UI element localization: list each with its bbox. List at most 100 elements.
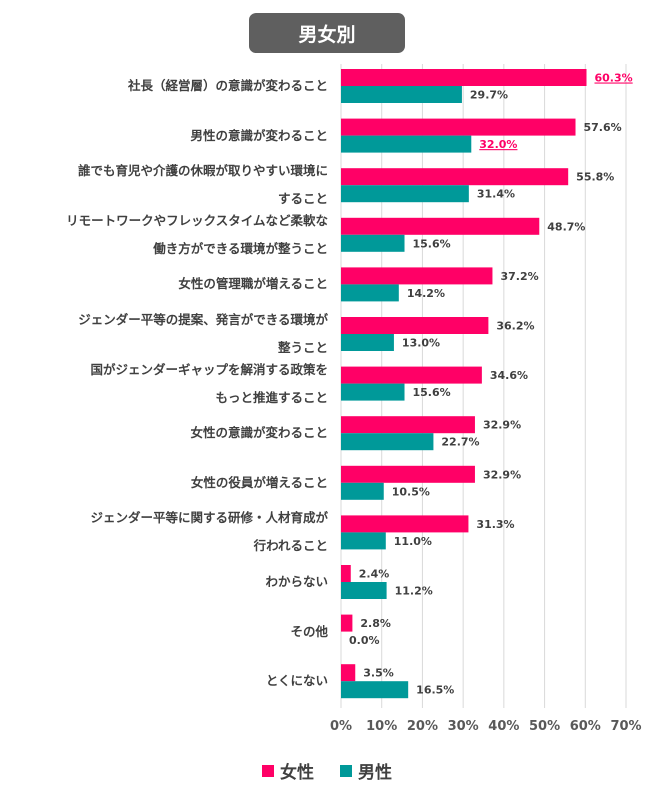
bar-male — [341, 383, 405, 401]
category-label-line: 働き方ができる環境が整うこと — [153, 240, 328, 256]
legend-item-male: 男性 — [340, 758, 392, 783]
legend-swatch-male — [340, 764, 352, 777]
bar-male — [341, 234, 405, 252]
bar-female — [341, 366, 482, 384]
x-tick-label: 40% — [488, 719, 519, 734]
category-label-line: ジェンダー平等の提案、発言ができる環境が — [78, 312, 328, 327]
data-label: 15.6% — [413, 237, 451, 250]
category-label-line: 女性の意識が変わること — [190, 425, 328, 441]
bar-male — [341, 86, 462, 103]
bar-male — [341, 433, 434, 451]
category-label-line: すること — [277, 191, 328, 207]
category-label: ジェンダー平等の提案、発言ができる環境が整うこと — [0, 309, 328, 359]
data-label: 14.2% — [407, 287, 445, 300]
category-label-line: 女性の管理職が増えること — [178, 276, 328, 292]
category-label-line: もっと推進すること — [215, 389, 328, 405]
x-tick-label: 0% — [330, 719, 352, 734]
bar-male — [341, 532, 386, 550]
category-label-line: リモートワークやフレックスタイムなど柔軟な — [66, 212, 328, 228]
bar-female — [341, 168, 569, 186]
data-label: 32.0% — [479, 138, 517, 151]
bar-female — [341, 217, 540, 235]
bar-female — [341, 515, 469, 533]
bar-male — [341, 135, 472, 153]
category-label-line: 女性の役員が増えること — [190, 474, 328, 490]
data-label: 15.6% — [413, 386, 451, 399]
category-label: わからない — [0, 557, 328, 607]
x-tick-label: 50% — [529, 719, 560, 734]
bar-male — [341, 582, 387, 599]
bar-male — [341, 185, 469, 203]
x-tick-label: 20% — [407, 719, 438, 734]
category-label: 社長（経営層）の意識が変わること — [0, 61, 328, 111]
data-label: 34.6% — [490, 369, 528, 382]
bar-female — [341, 416, 475, 434]
data-label: 2.8% — [360, 617, 391, 630]
category-label: 国がジェンダーギャップを解消する政策をもっと推進すること — [0, 359, 328, 409]
x-tick-label: 30% — [448, 719, 479, 734]
data-label: 32.9% — [483, 468, 521, 481]
bar-male — [341, 681, 409, 699]
data-label: 57.6% — [584, 121, 622, 134]
data-label: 22.7% — [441, 436, 479, 449]
category-label: 女性の意識が変わること — [0, 408, 328, 458]
data-label: 3.5% — [363, 667, 394, 680]
bar-female — [341, 565, 351, 582]
bar-male — [341, 482, 384, 500]
category-label: 女性の役員が増えること — [0, 458, 328, 508]
bar-male — [341, 334, 394, 351]
category-label: リモートワークやフレックスタイムなど柔軟な働き方ができる環境が整うこと — [0, 210, 328, 260]
data-label: 48.7% — [547, 220, 585, 233]
data-label: 0.0% — [349, 634, 380, 647]
category-label: 誰でも育児や介護の休暇が取りやすい環境にすること — [0, 160, 328, 210]
category-label-line: とくにない — [265, 673, 328, 689]
data-label: 11.2% — [395, 585, 433, 598]
data-label: 55.8% — [576, 171, 614, 184]
legend-label: 女性 — [280, 763, 314, 783]
x-tick-label: 60% — [570, 719, 601, 734]
category-label-line: 国がジェンダーギャップを解消する政策を — [90, 361, 328, 377]
data-label: 10.5% — [392, 485, 430, 498]
category-label: とくにない — [0, 656, 328, 706]
data-label: 31.3% — [476, 518, 514, 531]
data-label: 37.2% — [500, 270, 538, 283]
bar-female — [341, 465, 475, 483]
category-label: 男性の意識が変わること — [0, 111, 328, 161]
bar-female — [341, 317, 489, 334]
category-label-line: 男性の意識が変わること — [190, 127, 328, 143]
category-label-line: ジェンダー平等に関する研修・人材育成が — [90, 510, 328, 526]
data-label: 11.0% — [394, 535, 432, 548]
legend: 女性 男性 — [262, 758, 418, 783]
bar-female — [341, 118, 576, 136]
x-tick-label: 10% — [366, 719, 397, 734]
data-label: 13.0% — [402, 337, 440, 350]
category-label-line: 誰でも育児や介護の休暇が取りやすい環境に — [77, 163, 328, 179]
x-tick-label: 70% — [610, 719, 641, 734]
legend-label: 男性 — [358, 763, 392, 783]
data-label: 60.3% — [595, 72, 633, 85]
category-label-line: その他 — [290, 623, 328, 639]
bar-female — [341, 69, 587, 86]
chart-title: 男女別 — [249, 13, 405, 53]
data-label: 2.4% — [359, 568, 390, 581]
category-label-line: 行われること — [253, 538, 328, 554]
bar-female — [341, 664, 356, 682]
category-label-line: わからない — [265, 574, 328, 589]
data-label: 29.7% — [470, 89, 508, 102]
category-label: 女性の管理職が増えること — [0, 259, 328, 309]
category-label: ジェンダー平等に関する研修・人材育成が行われること — [0, 507, 328, 557]
legend-swatch-female — [262, 764, 274, 777]
data-label: 31.4% — [477, 188, 515, 201]
category-label-line: 整うこと — [277, 340, 328, 355]
data-label: 36.2% — [496, 320, 534, 333]
bar-female — [341, 267, 493, 285]
data-label: 16.5% — [416, 684, 454, 697]
category-label: その他 — [0, 607, 328, 657]
bar-male — [341, 284, 399, 302]
legend-item-female: 女性 — [262, 758, 314, 783]
category-label-line: 社長（経営層）の意識が変わること — [127, 78, 328, 93]
bar-female — [341, 614, 353, 632]
data-label: 32.9% — [483, 419, 521, 432]
